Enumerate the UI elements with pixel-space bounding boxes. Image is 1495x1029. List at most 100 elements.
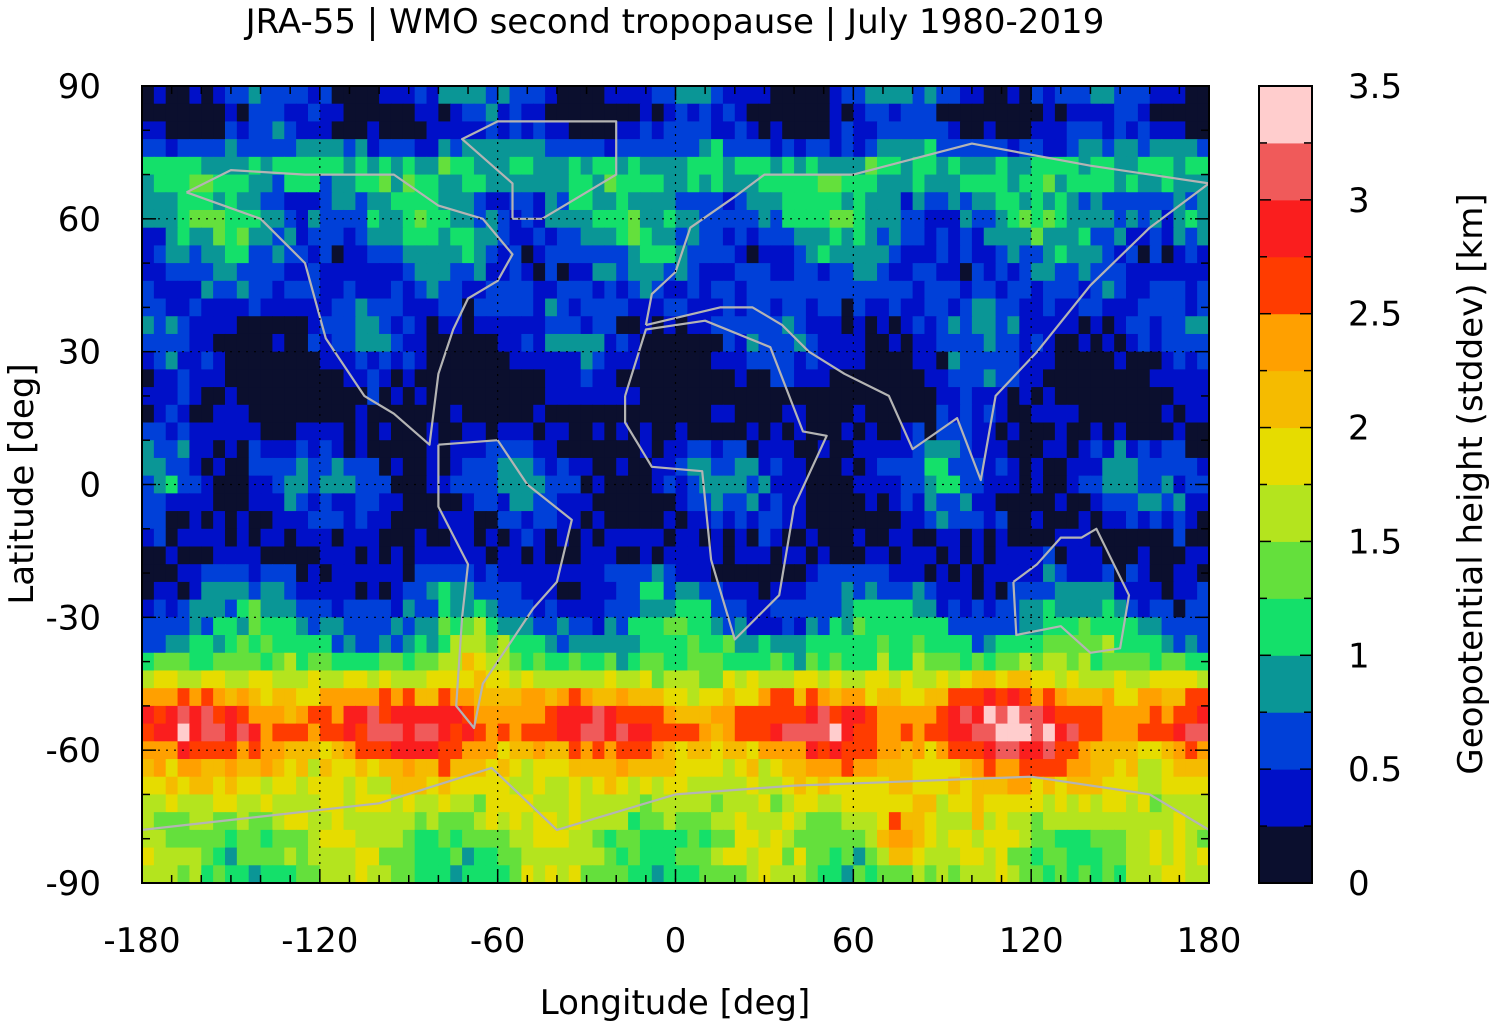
heatmap-cell (343, 139, 356, 158)
heatmap-cell (521, 156, 534, 176)
heatmap-cell (995, 369, 1009, 388)
heatmap-cell (509, 103, 522, 123)
heatmap-cell (485, 635, 499, 654)
heatmap-cell (556, 333, 570, 353)
heatmap-cell (580, 457, 594, 477)
heatmap-cell (533, 422, 546, 441)
heatmap-cell (331, 280, 345, 300)
heatmap-cell (189, 546, 202, 565)
heatmap-cell (699, 298, 712, 317)
heatmap-cell (888, 333, 902, 353)
heatmap-cell (960, 351, 973, 370)
heatmap-cell (699, 121, 712, 140)
heatmap-cell (260, 422, 274, 441)
heatmap-cell (1102, 741, 1115, 760)
heatmap-cell (924, 333, 937, 353)
heatmap-cell (900, 475, 914, 494)
heatmap-cell (675, 457, 688, 477)
heatmap-cell (770, 493, 783, 512)
heatmap-cell (556, 387, 570, 406)
heatmap-cell (450, 776, 463, 796)
heatmap-cell (213, 652, 226, 672)
heatmap-cell (1102, 333, 1115, 353)
heatmap-cell (236, 617, 250, 636)
heatmap-cell (545, 387, 558, 406)
heatmap-cell (1090, 139, 1103, 158)
heatmap-cell (805, 156, 819, 176)
heatmap-cell (1031, 564, 1044, 583)
heatmap-cell (794, 705, 807, 725)
heatmap-cell (367, 546, 380, 565)
heatmap-cell (1078, 404, 1092, 424)
heatmap-cell (497, 759, 511, 778)
heatmap-cell (1019, 457, 1032, 477)
heatmap-cell (319, 759, 333, 778)
heatmap-cell (414, 493, 428, 512)
heatmap-cell (213, 705, 226, 725)
heatmap-cell (782, 245, 795, 264)
heatmap-cell (936, 511, 949, 530)
heatmap-cell (841, 829, 854, 849)
heatmap-cell (521, 316, 534, 335)
heatmap-cell (568, 564, 582, 583)
heatmap-cell (307, 404, 321, 424)
heatmap-cell (1173, 741, 1186, 760)
heatmap-cell (888, 351, 902, 370)
heatmap-cell (687, 245, 700, 264)
heatmap-cell (580, 422, 594, 441)
heatmap-cell (177, 156, 191, 176)
heatmap-cell (628, 174, 641, 193)
heatmap-cell (1137, 298, 1151, 317)
heatmap-cell (1066, 174, 1080, 193)
heatmap-cell (604, 422, 617, 441)
heatmap-cell (805, 670, 819, 689)
heatmap-cell (1185, 103, 1198, 123)
heatmap-cell (1066, 599, 1080, 618)
heatmap-cell (1102, 475, 1115, 494)
heatmap-cell (734, 333, 748, 353)
heatmap-cell (319, 103, 333, 123)
heatmap-cell (521, 511, 534, 530)
heatmap-cell (402, 847, 416, 866)
heatmap-cell (545, 617, 558, 636)
heatmap-cell (604, 103, 617, 123)
heatmap-cell (272, 369, 285, 388)
heatmap-cell (604, 564, 617, 583)
heatmap-cell (912, 829, 926, 849)
colorbar-tick-label: 2.5 (1348, 295, 1402, 335)
heatmap-cell (1137, 794, 1151, 813)
heatmap-cell (948, 723, 961, 742)
heatmap-cell (1149, 316, 1163, 335)
heatmap-cell (390, 564, 404, 583)
heatmap-cell (331, 759, 345, 778)
heatmap-cell (971, 705, 985, 725)
heatmap-cell (924, 759, 937, 778)
heatmap-cell (462, 528, 475, 548)
heatmap-cell (782, 865, 795, 883)
heatmap-cell (426, 759, 439, 778)
heatmap-cell (805, 192, 819, 211)
heatmap-cell (1197, 794, 1209, 813)
heatmap-cell (829, 759, 843, 778)
heatmap-cell (924, 688, 937, 707)
heatmap-cell (260, 599, 274, 618)
heatmap-cell (497, 333, 511, 353)
heatmap-cell (1102, 829, 1115, 849)
heatmap-cell (462, 227, 475, 246)
heatmap-cell (1149, 475, 1163, 494)
heatmap-cell (485, 422, 499, 441)
heatmap-cell (841, 422, 854, 441)
heatmap-cell (983, 688, 997, 707)
heatmap-cell (604, 528, 617, 548)
heatmap-cell (1031, 156, 1044, 176)
heatmap-cell (1137, 723, 1151, 742)
heatmap-cell (1043, 865, 1056, 883)
heatmap-cell (924, 351, 937, 370)
heatmap-cell (1161, 316, 1175, 335)
heatmap-cell (960, 617, 973, 636)
heatmap-cell (1043, 245, 1056, 264)
heatmap-cell (948, 528, 961, 548)
heatmap-cell (995, 652, 1009, 672)
heatmap-cell (1137, 581, 1151, 601)
heatmap-cell (1185, 776, 1198, 796)
